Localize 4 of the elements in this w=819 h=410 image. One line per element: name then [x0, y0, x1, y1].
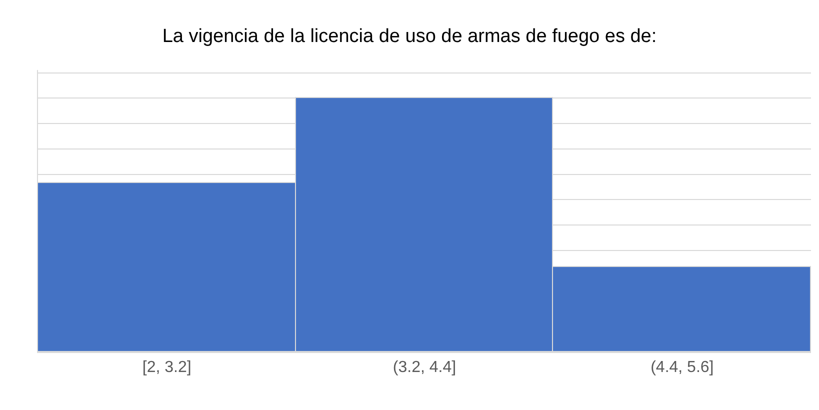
chart-title: La vigencia de la licencia de uso de armas de fuego es de: [162, 26, 657, 47]
x-tick-label: (4.4, 5.6] [650, 359, 714, 376]
x-tick-label: (3.2, 4.4] [392, 359, 456, 376]
x-tick-label: [2, 3.2] [142, 359, 192, 376]
